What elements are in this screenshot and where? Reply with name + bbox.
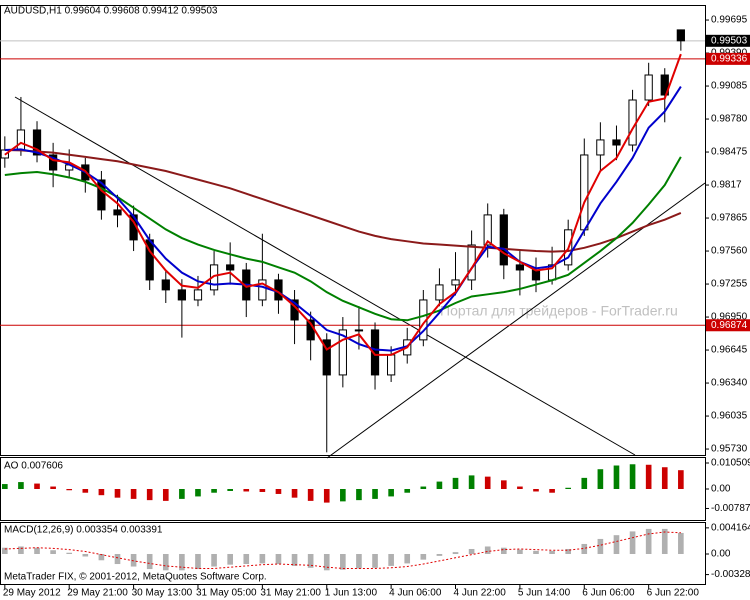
- candle-body: [97, 179, 106, 211]
- last-price-tag: [706, 34, 750, 47]
- ao-label: AO 0.007606: [4, 461, 63, 472]
- y-tick-label: 0.96035: [711, 411, 748, 422]
- y-tick-label: 0.9817: [711, 180, 742, 191]
- candle-body: [612, 139, 621, 146]
- y-tick-label: 0.010509: [711, 458, 750, 469]
- level-label: 0.99336: [711, 54, 748, 65]
- y-tick-label: 0.99085: [711, 81, 748, 92]
- y-tick-label: 0.96340: [711, 378, 748, 389]
- level-label: 0.96874: [711, 320, 748, 331]
- x-tick-label: 31 May 21:00: [260, 588, 321, 599]
- y-tick-label: 0.99695: [711, 15, 748, 26]
- level-tag: [706, 52, 750, 65]
- x-tick-label: 29 May 21:00: [67, 588, 128, 599]
- candle-body: [16, 129, 26, 151]
- y-tick-label: -0.00787: [711, 503, 750, 514]
- candle-body: [628, 99, 637, 146]
- x-tick-label: 6 Jun 06:00: [582, 588, 635, 599]
- candle-body: [193, 289, 203, 301]
- x-tick-label: 4 Jun 22:00: [454, 588, 507, 599]
- candle-body: [499, 214, 508, 266]
- y-tick-label: 0.98780: [711, 114, 748, 125]
- y-tick-label: 0.98475: [711, 147, 748, 158]
- y-tick-label: 0.00: [711, 549, 731, 560]
- candle-body: [370, 329, 380, 376]
- y-tick-label: 0.97255: [711, 279, 748, 290]
- macd-label: MACD(12,26,9) 0.003354 0.003391: [4, 525, 163, 536]
- candle-body: [596, 139, 605, 156]
- moving-average: [4, 148, 682, 253]
- x-tick-label: 4 Jun 06:00: [389, 588, 442, 599]
- plot-marks: [0, 29, 705, 571]
- level-tag: [706, 319, 750, 332]
- candle-body: [354, 329, 364, 332]
- candle-body: [644, 74, 653, 101]
- candle-body: [387, 354, 396, 376]
- y-tick-label: 0.97560: [711, 246, 748, 257]
- candle-body: [676, 29, 685, 42]
- y-tick-label: 0.95730: [711, 444, 748, 455]
- candle-body: [258, 279, 267, 301]
- y-tick-label: 0.00: [711, 484, 731, 495]
- last-price-label: 0.99503: [711, 35, 748, 46]
- candle-body: [113, 209, 122, 216]
- macd-signal: [4, 531, 681, 569]
- candle-body: [177, 289, 187, 301]
- x-tick-label: 5 Jun 14:00: [518, 588, 571, 599]
- candle-body: [32, 129, 42, 156]
- candle-body: [580, 154, 589, 231]
- candle-body: [435, 284, 444, 301]
- x-tick-label: 6 Jun 22:00: [647, 588, 700, 599]
- candle-body: [451, 279, 460, 286]
- moving-average: [4, 86, 682, 352]
- candle-body: [483, 214, 492, 246]
- x-tick-label: 31 May 05:00: [196, 588, 257, 599]
- y-tick-label: 0.97865: [711, 213, 748, 224]
- candle-body: [515, 264, 525, 271]
- y-tick-label: 0.96950: [711, 312, 748, 323]
- footer: MetaTrader FIX, © 2001-2012, MetaQuotes …: [4, 572, 267, 583]
- watermark: Портал для трейдеров - ForTrader.ru: [440, 303, 678, 319]
- y-tick-label: -0.00328: [711, 569, 750, 580]
- main-panel: [0, 5, 706, 456]
- moving-average: [4, 53, 682, 356]
- chart-title: AUDUSD,H1 0.99604 0.99608 0.99412 0.9950…: [4, 6, 218, 17]
- y-tick-label: 0.004164: [711, 523, 750, 534]
- candle-body: [338, 329, 347, 376]
- x-tick-label: 30 May 13:00: [132, 588, 193, 599]
- candle-body: [161, 279, 170, 291]
- candle-body: [48, 154, 58, 171]
- candle-body: [322, 339, 331, 376]
- candle-body: [226, 264, 235, 271]
- trend-line: [14, 96, 636, 456]
- y-tick-label: 0.96645: [711, 345, 748, 356]
- x-tick-label: 29 May 2012: [3, 588, 61, 599]
- candle-body: [660, 74, 669, 96]
- x-tick-label: 1 Jun 13:00: [325, 588, 378, 599]
